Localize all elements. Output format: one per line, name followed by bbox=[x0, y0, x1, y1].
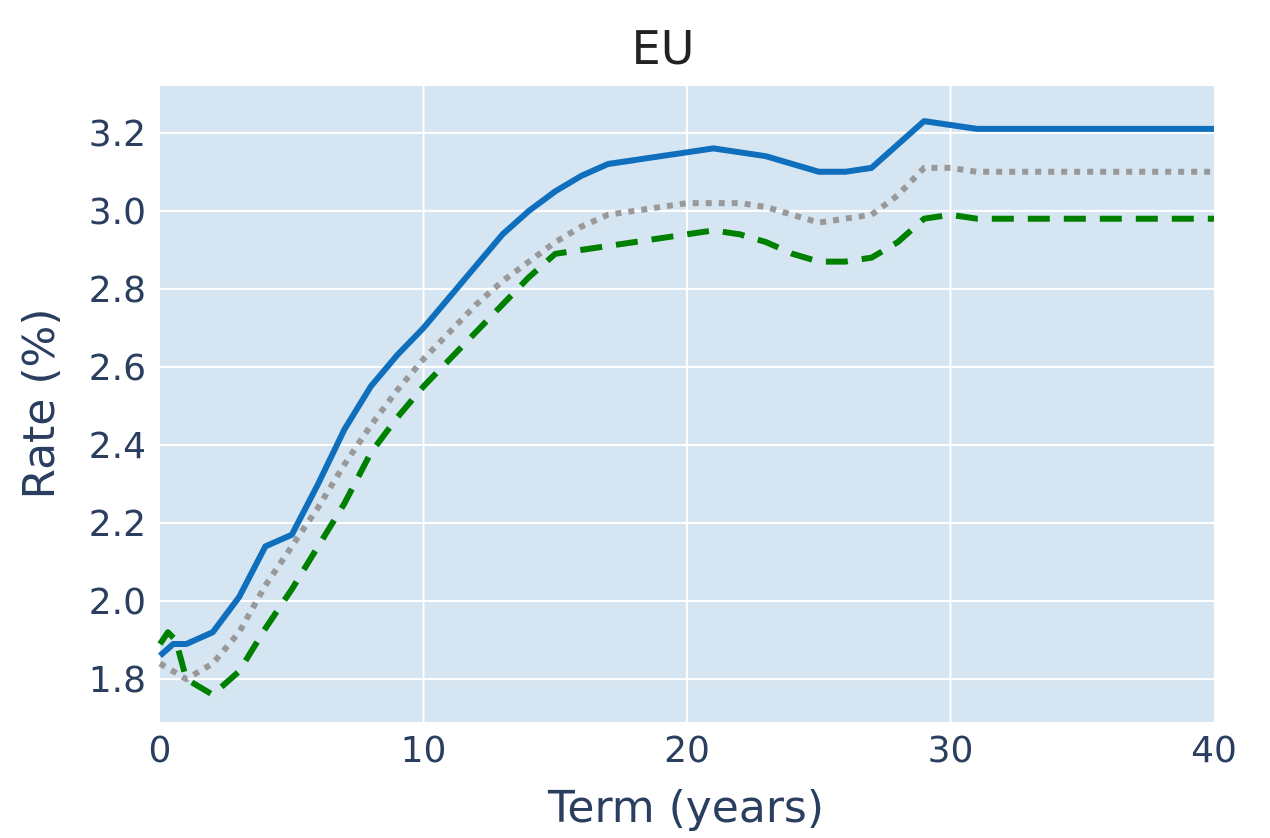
x-tick-label: 0 bbox=[149, 730, 172, 771]
y-tick-label: 3.2 bbox=[89, 114, 146, 155]
chart-title: EU bbox=[632, 21, 695, 75]
x-tick-label: 20 bbox=[664, 730, 710, 771]
y-tick-label: 2.4 bbox=[89, 426, 146, 467]
x-tick-label: 10 bbox=[401, 730, 447, 771]
series-line-solid bbox=[158, 118, 1214, 658]
series-line-dashed bbox=[157, 211, 1214, 698]
y-tick-label: 3.0 bbox=[89, 192, 146, 233]
y-tick-label: 2.2 bbox=[89, 504, 146, 545]
y-tick-label: 2.0 bbox=[89, 582, 146, 623]
y-tick-label: 1.8 bbox=[89, 660, 146, 701]
series-lines bbox=[157, 118, 1214, 698]
x-axis-ticks: 0 10 20 30 40 bbox=[149, 730, 1237, 771]
series-line-dotted bbox=[158, 164, 1214, 683]
y-axis-label: Rate (%) bbox=[14, 308, 65, 499]
y-tick-label: 2.6 bbox=[89, 348, 146, 389]
x-tick-label: 30 bbox=[928, 730, 974, 771]
x-axis-label: Term (years) bbox=[547, 782, 824, 833]
y-axis-ticks: 1.8 2.0 2.2 2.4 2.6 2.8 3.0 3.2 bbox=[89, 114, 146, 701]
grid bbox=[160, 86, 1214, 722]
x-tick-label: 40 bbox=[1191, 730, 1237, 771]
y-tick-label: 2.8 bbox=[89, 270, 146, 311]
